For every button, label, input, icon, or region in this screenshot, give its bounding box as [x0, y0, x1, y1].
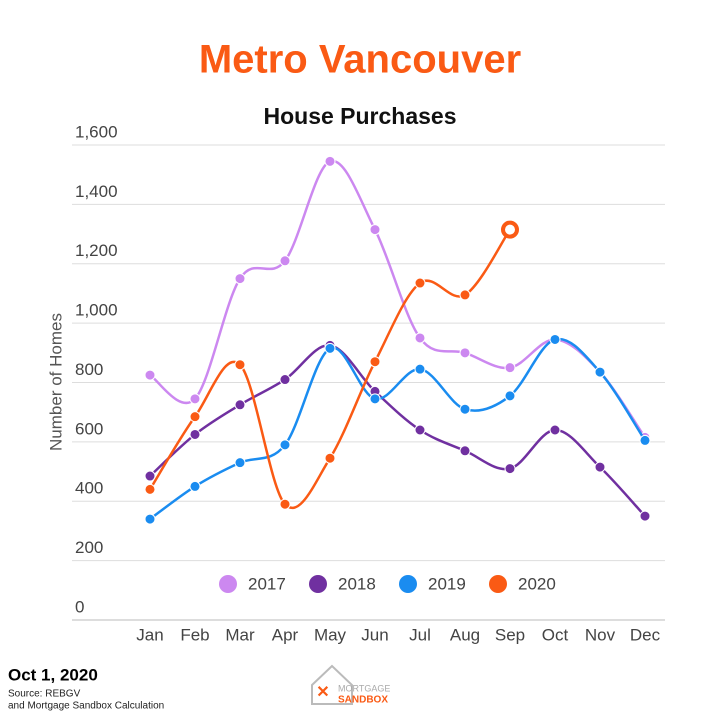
point	[594, 366, 606, 378]
series	[144, 155, 651, 443]
point	[279, 439, 291, 451]
point	[549, 424, 561, 436]
y-tick-label: 1,600	[75, 122, 118, 141]
legend-marker	[309, 575, 327, 593]
point	[189, 393, 201, 405]
point	[324, 155, 336, 167]
point	[369, 224, 381, 236]
series	[144, 333, 651, 525]
y-tick-label: 1,200	[75, 241, 118, 260]
legend-label: 2019	[428, 574, 466, 593]
line	[149, 159, 647, 439]
x-tick-label: Apr	[272, 625, 299, 644]
x-tick-label: Jul	[409, 625, 431, 644]
line	[148, 228, 512, 509]
y-tick-label: 600	[75, 419, 103, 438]
point	[234, 359, 246, 371]
point	[594, 461, 606, 473]
source: Source: REBGV	[8, 689, 81, 700]
x-tick-label: Sep	[495, 625, 525, 644]
x-tick-label: Nov	[585, 625, 616, 644]
y-tick-label: 400	[75, 479, 103, 498]
point	[279, 374, 291, 386]
x-tick-label: May	[314, 625, 347, 644]
point	[459, 403, 471, 415]
point	[324, 452, 336, 464]
logo-text: SANDBOX	[338, 695, 388, 706]
point	[189, 480, 201, 492]
x-tick-label: Mar	[225, 625, 255, 644]
chart-title: Metro Vancouver	[199, 38, 521, 82]
x-tick-label: Jun	[361, 625, 388, 644]
logo-icon: ✕	[316, 684, 329, 701]
y-tick-label: 200	[75, 538, 103, 557]
point	[144, 513, 156, 525]
point	[504, 362, 516, 374]
point	[279, 255, 291, 267]
point	[144, 369, 156, 381]
point	[459, 445, 471, 457]
x-tick-label: Dec	[630, 625, 661, 644]
point	[504, 463, 516, 475]
point	[144, 470, 156, 482]
point	[414, 424, 426, 436]
point	[459, 347, 471, 359]
point	[324, 342, 336, 354]
chart-subtitle: House Purchases	[263, 103, 456, 129]
point	[501, 220, 519, 239]
legend-label: 2018	[338, 574, 376, 593]
y-tick-label: 0	[75, 597, 84, 616]
x-tick-label: Feb	[180, 625, 209, 644]
y-axis-label: Number of Homes	[46, 313, 65, 451]
logo-house	[311, 664, 353, 705]
logo: ✕ MORTGAGE SANDBOX	[311, 664, 390, 706]
point	[639, 434, 651, 446]
line	[149, 337, 647, 521]
point	[234, 457, 246, 469]
legend-label: 2017	[248, 574, 286, 593]
legend-label: 2020	[518, 574, 556, 593]
point	[234, 399, 246, 411]
point	[459, 289, 471, 301]
point	[414, 277, 426, 289]
date: Oct 1, 2020	[8, 665, 98, 684]
legend-marker	[489, 575, 507, 593]
point	[189, 411, 201, 423]
point	[234, 273, 246, 285]
point	[414, 332, 426, 344]
point	[504, 390, 516, 402]
y-tick-label: 1,400	[75, 182, 118, 201]
series	[144, 339, 651, 522]
line	[149, 344, 646, 517]
point	[144, 483, 156, 495]
point	[369, 393, 381, 405]
point	[414, 363, 426, 375]
y-tick-label: 800	[75, 360, 103, 379]
legend-marker	[219, 575, 237, 593]
point	[639, 510, 651, 522]
source: and Mortgage Sandbox Calculation	[8, 701, 164, 712]
point	[369, 356, 381, 368]
point	[279, 498, 291, 510]
point	[549, 333, 561, 345]
x-tick-label: Aug	[450, 625, 480, 644]
y-tick-label: 1,000	[75, 301, 118, 320]
series	[144, 220, 519, 510]
x-tick-label: Oct	[542, 625, 569, 644]
logo-text: MORTGAGE	[338, 683, 390, 693]
x-tick-label: Jan	[136, 625, 163, 644]
point	[189, 428, 201, 440]
legend-marker	[399, 575, 417, 593]
